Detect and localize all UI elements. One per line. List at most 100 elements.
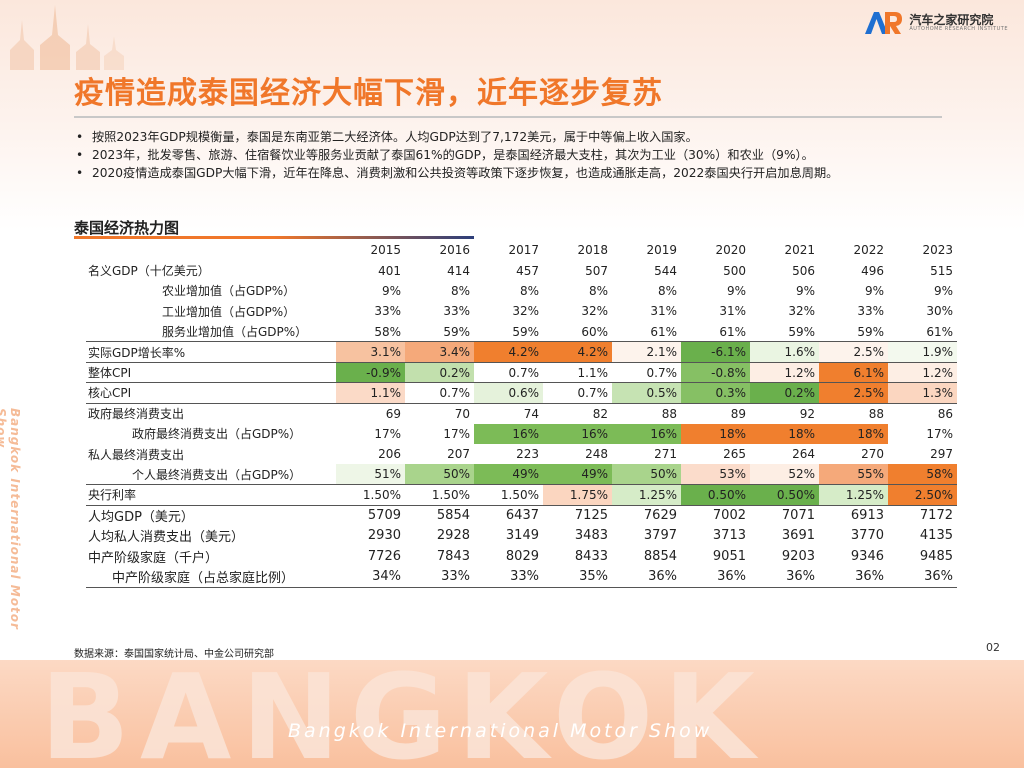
- logo-subtext: AUTOHOME RESEARCH INSTITUTE: [909, 26, 1008, 32]
- table-cell: 8%: [450, 283, 470, 298]
- table-cell: 8%: [657, 283, 677, 298]
- autohome-logo-icon: [865, 12, 903, 34]
- table-cell: 1.2%: [888, 361, 957, 383]
- table-cell: 36%: [819, 566, 888, 588]
- table-cell: 9485: [919, 549, 953, 565]
- table-cell: 248: [585, 447, 608, 462]
- table-cell: 33%: [405, 566, 474, 588]
- table-cell: 7843: [436, 549, 470, 565]
- table-cell: 8%: [519, 283, 539, 298]
- table-cell: 17%: [888, 423, 957, 444]
- table-cell: 2928: [436, 528, 470, 544]
- table-cell: 223: [516, 447, 539, 462]
- table-cell: 35%: [543, 566, 612, 588]
- table-cell: 2.1%: [612, 341, 681, 363]
- table-row: 农业增加值（占GDP%） 9% 8% 8% 8% 8% 9% 9% 9% 9%: [86, 281, 957, 301]
- table-row: 工业增加值（占GDP%） 33% 33% 32% 32% 31% 31% 32% 33% 30%: [86, 301, 957, 321]
- table-cell: 61%: [719, 324, 746, 339]
- year-header: 2023: [922, 243, 953, 258]
- table-cell: 33%: [857, 304, 884, 319]
- bullet-item: 按照2023年GDP规模衡量，泰国是东南亚第二大经济体。人均GDP达到了7,17…: [76, 128, 976, 146]
- table-cell: 52%: [750, 464, 819, 485]
- table-row: 政府最终消费支出 69 70 74 82 88 89 92 88 86: [86, 402, 957, 424]
- table-cell: 17%: [336, 423, 405, 444]
- table-cell: 8%: [588, 283, 608, 298]
- table-cell: 36%: [750, 566, 819, 588]
- logo-text: 汽车之家研究院: [909, 13, 994, 27]
- table-cell: 32%: [512, 304, 539, 319]
- row-label: 私人最终消费支出: [88, 447, 185, 462]
- header-background: [0, 0, 1024, 230]
- table-cell: 414: [447, 263, 470, 278]
- brand-logo: 汽车之家研究院 AUTOHOME RESEARCH INSTITUTE: [863, 10, 1008, 36]
- table-cell: 1.1%: [336, 382, 405, 404]
- table-cell: 207: [447, 447, 470, 462]
- table-cell: 1.25%: [612, 484, 681, 506]
- table-cell: 7125: [574, 508, 608, 524]
- table-cell: 8029: [505, 549, 539, 565]
- table-cell: 50%: [612, 464, 681, 485]
- economy-heatmap-table: 2015 2016 2017 2018 2019 2020 2021 2022 2023 名义G…: [86, 240, 957, 588]
- table-cell: 3.1%: [336, 341, 405, 363]
- table-cell: 9346: [850, 549, 884, 565]
- row-label: 中产阶级家庭（占总家庭比例）: [86, 566, 336, 588]
- table-row: 中产阶级家庭（占总家庭比例） 34% 33% 33% 35% 36% 36% 36% 36% 36…: [86, 566, 957, 588]
- table-cell: 31%: [650, 304, 677, 319]
- table-row: 实际GDP增长率% 3.1% 3.4% 4.2% 4.2% 2.1% -6.1% 1.6% 2.…: [86, 341, 957, 363]
- side-watermark: Bangkok International Motor Show: [0, 408, 22, 630]
- bullet-item: 2020疫情造成泰国GDP大幅下滑，近年在降息、消费刺激和公共投资等政策下逐步恢…: [76, 164, 976, 182]
- table-cell: 506: [792, 263, 815, 278]
- row-label: 整体CPI: [86, 361, 336, 383]
- table-cell: 0.3%: [681, 382, 750, 404]
- footer-big-word: BANGKOK: [40, 660, 765, 768]
- section-title: 泰国经济热力图: [74, 219, 180, 237]
- table-cell: 457: [516, 263, 539, 278]
- table-cell: -0.8%: [681, 361, 750, 383]
- table-cell: 9%: [381, 283, 401, 298]
- table-cell: 36%: [681, 566, 750, 588]
- row-label: 央行利率: [86, 484, 336, 506]
- table-cell: 33%: [374, 304, 401, 319]
- table-cell: 7629: [643, 508, 677, 524]
- table-cell: 2.5%: [819, 382, 888, 404]
- row-label: 政府最终消费支出: [86, 402, 336, 424]
- table-row: 央行利率 1.50% 1.50% 1.50% 1.75% 1.25% 0.50% 0.50% 1…: [86, 484, 957, 506]
- table-row: 整体CPI -0.9% 0.2% 0.7% 1.1% 0.7% -0.8% 1.2% 6.1% 1…: [86, 361, 957, 383]
- table-cell: 70: [405, 402, 474, 424]
- table-cell: 89: [681, 402, 750, 424]
- table-cell: 49%: [474, 464, 543, 485]
- table-cell: 0.7%: [405, 382, 474, 404]
- table-cell: 2.50%: [888, 484, 957, 506]
- table-cell: 1.9%: [888, 341, 957, 363]
- table-cell: 18%: [819, 423, 888, 444]
- table-cell: 82: [543, 402, 612, 424]
- table-cell: 86: [888, 402, 957, 424]
- table-cell: 50%: [405, 464, 474, 485]
- table-cell: 6.1%: [819, 361, 888, 383]
- table-cell: 92: [750, 402, 819, 424]
- table-cell: 401: [378, 263, 401, 278]
- section-underline: [74, 236, 474, 239]
- row-label: 工业增加值（占GDP%）: [162, 304, 296, 319]
- year-header: 2022: [853, 243, 884, 258]
- table-cell: 7172: [919, 508, 953, 524]
- table-cell: 33%: [474, 566, 543, 588]
- table-cell: 265: [723, 447, 746, 462]
- table-cell: 0.50%: [750, 484, 819, 506]
- table-cell: 9%: [726, 283, 746, 298]
- table-cell: 31%: [719, 304, 746, 319]
- table-cell: 59%: [857, 324, 884, 339]
- table-cell: -0.9%: [336, 361, 405, 383]
- year-header: 2017: [508, 243, 539, 258]
- header-row: 2015 2016 2017 2018 2019 2020 2021 2022 2023: [86, 240, 957, 260]
- table-cell: 36%: [612, 566, 681, 588]
- data-source: 数据来源：泰国国家统计局、中金公司研究部: [74, 649, 274, 660]
- table-cell: 271: [654, 447, 677, 462]
- row-label: 名义GDP（十亿美元）: [88, 264, 210, 279]
- row-label: 中产阶级家庭（千户）: [88, 551, 219, 567]
- table-row: 名义GDP（十亿美元） 401 414 457 507 544 500 506 496 515: [86, 260, 957, 280]
- table-cell: 4.2%: [474, 341, 543, 363]
- table-cell: 1.1%: [543, 361, 612, 383]
- table-cell: 496: [861, 263, 884, 278]
- table-cell: 0.5%: [612, 382, 681, 404]
